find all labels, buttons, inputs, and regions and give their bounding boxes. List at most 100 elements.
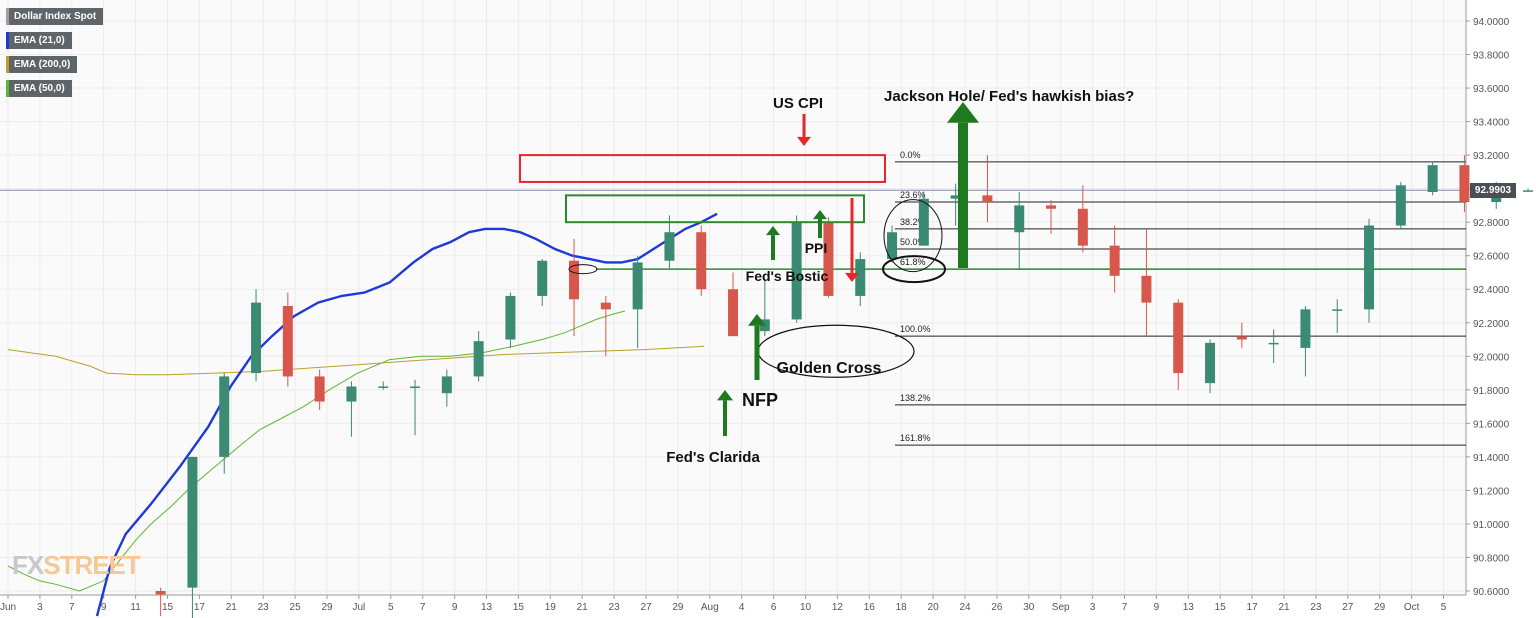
x-tick-label: 29 — [321, 602, 333, 613]
y-tick-label: 90.6000 — [1473, 587, 1510, 598]
us-cpi-arrow — [797, 114, 811, 146]
jackson-hole-arrow — [947, 102, 979, 268]
candle-body — [473, 341, 484, 377]
candle-body — [378, 386, 389, 388]
candle-body — [1395, 185, 1406, 226]
candle-body — [569, 260, 580, 300]
x-tick-label: Jul — [353, 602, 366, 613]
y-tick-label: 92.4000 — [1473, 285, 1510, 296]
x-tick-label: 27 — [640, 602, 652, 613]
x-tick-label: 12 — [832, 602, 844, 613]
candles — [155, 155, 1534, 618]
y-tick-label: 91.0000 — [1473, 520, 1510, 531]
x-tick-label: 25 — [290, 602, 302, 613]
x-tick-label: Aug — [701, 602, 719, 613]
x-tick-label: 15 — [513, 602, 525, 613]
nfp-arrow — [748, 314, 766, 380]
x-tick-label: Oct — [1404, 602, 1420, 613]
down-arrow-red — [845, 198, 859, 282]
x-tick-label: 4 — [739, 602, 745, 613]
candle-body — [855, 259, 866, 296]
fib-label: 23.6% — [900, 190, 926, 200]
x-tick-label: 15 — [162, 602, 174, 613]
ema-50-line — [7, 310, 626, 592]
y-tick-label: 92.0000 — [1473, 352, 1510, 363]
x-tick-label: 5 — [1441, 602, 1447, 613]
fib-label: 0.0% — [900, 150, 921, 160]
candle-body — [950, 195, 961, 199]
x-tick-label: 9 — [1154, 602, 1160, 613]
candle-body — [1077, 208, 1088, 246]
y-tick-label: 93.2000 — [1473, 151, 1510, 162]
ema-200-line — [7, 345, 705, 376]
annotation-us-cpi: US CPI — [773, 95, 823, 112]
legend-item-ema-50[interactable]: EMA (50,0) — [6, 80, 72, 97]
x-tick-label: 6 — [771, 602, 777, 613]
x-tick-label: 3 — [37, 602, 43, 613]
legend-item-ema-21[interactable]: EMA (21,0) — [6, 32, 72, 49]
fib-label: 100.0% — [900, 324, 931, 334]
x-tick-label: 9 — [452, 602, 458, 613]
x-tick-label: 29 — [672, 602, 684, 613]
fib-label: 50.0% — [900, 237, 926, 247]
candle-body — [410, 386, 421, 388]
candle-body — [1236, 336, 1247, 340]
legend-label: Dollar Index Spot — [14, 11, 97, 22]
x-tick-label: 19 — [545, 602, 557, 613]
x-tick-label: 9 — [101, 602, 107, 613]
candle-body — [219, 376, 230, 457]
y-tick-label: 91.4000 — [1473, 453, 1510, 464]
x-tick-label: 27 — [1342, 602, 1354, 613]
candle-body — [505, 295, 516, 340]
annotation-jackson-hole: Jackson Hole/ Fed's hawkish bias? — [884, 88, 1134, 105]
x-tick-label: 13 — [1183, 602, 1195, 613]
low-marker-ellipse — [568, 264, 598, 275]
x-tick-label: 20 — [928, 602, 940, 613]
candle-body — [1332, 309, 1343, 311]
candle-body — [1268, 342, 1279, 345]
candle-body — [1427, 165, 1438, 192]
candle-body — [1459, 165, 1470, 203]
jackson-hole-arrow-head — [947, 102, 979, 123]
x-tick-label: 23 — [1310, 602, 1322, 613]
x-tick-label: 16 — [864, 602, 876, 613]
x-tick-label: Jun — [0, 602, 16, 613]
y-tick-label: 94.0000 — [1473, 17, 1510, 28]
x-tick-label: 23 — [609, 602, 621, 613]
legend-item-dollar-index[interactable]: Dollar Index Spot — [6, 8, 104, 25]
x-tick-label: 15 — [1215, 602, 1227, 613]
fib-label: 138.2% — [900, 393, 931, 403]
candle-body — [1205, 342, 1216, 384]
fib-label: 38.2% — [900, 217, 926, 227]
candle-body — [1523, 190, 1534, 192]
annotation-nfp: NFP — [742, 390, 778, 410]
candle-body — [1046, 205, 1057, 209]
y-tick-label: 91.6000 — [1473, 419, 1510, 430]
candle-body — [728, 289, 739, 337]
candle-body — [441, 376, 452, 394]
candle-body — [346, 386, 357, 402]
grid — [0, 0, 1466, 595]
support-zone — [565, 194, 865, 224]
y-tick-label: 91.8000 — [1473, 386, 1510, 397]
candle-body — [537, 260, 548, 296]
x-tick-label: 7 — [420, 602, 426, 613]
x-tick-label: 21 — [577, 602, 589, 613]
x-tick-label: 13 — [481, 602, 493, 613]
candle-body — [1364, 225, 1375, 310]
x-tick-label: 24 — [959, 602, 971, 613]
x-tick-label: 10 — [800, 602, 812, 613]
y-tick-label: 93.6000 — [1473, 84, 1510, 95]
legend-item-ema-200[interactable]: EMA (200,0) — [6, 56, 78, 73]
legend-swatch — [6, 80, 9, 97]
logo-part-street: STREET — [43, 550, 141, 580]
candle-body — [600, 302, 611, 310]
fib-label: 161.8% — [900, 433, 931, 443]
x-tick-label: 29 — [1374, 602, 1386, 613]
legend-label: EMA (21,0) — [14, 35, 65, 46]
candle-body — [632, 262, 643, 310]
candle-body — [1173, 302, 1184, 374]
annotation-golden-cross: Golden Cross — [777, 360, 882, 377]
